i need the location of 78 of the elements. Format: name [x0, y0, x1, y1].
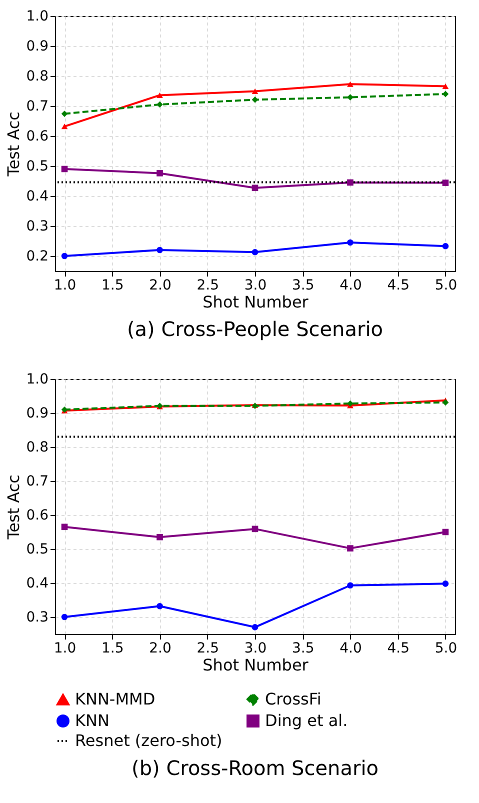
x-tick-label: 3.0 [244, 640, 267, 656]
y-tick-label: 0.7 [26, 474, 48, 490]
legend-label: CrossFi [265, 689, 322, 708]
x-tick-label: 4.5 [387, 640, 410, 656]
point [252, 526, 258, 532]
point [61, 524, 68, 530]
y-tick-label: 0.8 [26, 68, 48, 84]
point [156, 92, 163, 98]
legend-label: Resnet (zero-shot) [75, 731, 222, 750]
point [61, 124, 68, 130]
x-tick-label: 3.5 [292, 278, 314, 294]
point [156, 246, 163, 254]
point [61, 166, 68, 172]
point [442, 180, 449, 186]
y-tick-label: 1.0 [26, 372, 48, 388]
point [442, 580, 449, 587]
y-tick-label: 0.6 [26, 128, 49, 144]
point [347, 582, 354, 589]
x-tick-label: 2.5 [196, 640, 220, 656]
point [252, 96, 258, 103]
point [252, 88, 258, 94]
point [156, 101, 163, 108]
x-tick-label: 5.0 [434, 640, 458, 656]
point [442, 83, 449, 89]
y-axis-title: Test Acc [4, 474, 24, 540]
point [156, 534, 163, 540]
text: (b) Cross-Room Scenario [132, 756, 378, 780]
y-tick-label: 0.6 [26, 508, 49, 524]
x-tick-label: 5.0 [434, 278, 458, 294]
legend-label: KNN-MMD [75, 690, 156, 709]
x-tick-label: 2.0 [149, 278, 172, 294]
x-tick-label: 4.0 [340, 640, 362, 656]
x-tick-label: 4.5 [387, 278, 410, 294]
y-axis-title: Test Acc [4, 112, 24, 178]
point [347, 545, 354, 552]
y-tick-label: 0.9 [26, 406, 48, 422]
point [252, 184, 258, 192]
y-tick-label: 0.5 [26, 158, 48, 174]
x-tick-label: 1.5 [102, 278, 124, 294]
text: (a) Cross-People Scenario [126, 317, 384, 341]
point [442, 399, 449, 406]
y-tick-label: 0.4 [26, 188, 49, 204]
point [61, 252, 68, 260]
x-axis-title: Shot Number [202, 656, 309, 674]
point [61, 614, 68, 620]
point [347, 81, 354, 87]
x-tick-label: 1.5 [102, 640, 124, 656]
x-tick-label: 2.5 [196, 278, 220, 294]
point [442, 90, 449, 98]
y-tick-label: 0.9 [26, 38, 48, 54]
point [442, 242, 449, 250]
x-tick-label: 1.0 [54, 278, 76, 294]
point [347, 179, 354, 186]
x-tick-label: 3.0 [244, 278, 267, 294]
y-tick-label: 1.0 [26, 8, 48, 24]
y-tick-label: 0.2 [26, 248, 48, 264]
point [156, 602, 163, 610]
point [347, 239, 354, 246]
y-tick-label: 0.7 [26, 98, 48, 114]
x-tick-label: 1.0 [54, 640, 76, 656]
y-tick-label: 0.3 [26, 218, 48, 234]
point [347, 400, 354, 407]
point [252, 248, 258, 256]
legend-label: KNN [75, 711, 110, 730]
x-tick-label: 2.0 [149, 640, 172, 656]
point [61, 110, 68, 117]
legend-label: Ding et al. [265, 711, 348, 730]
x-tick-label: 3.5 [292, 640, 314, 656]
point [156, 170, 163, 176]
x-axis-title: Shot Number [202, 292, 309, 312]
x-tick-label: 4.0 [340, 278, 362, 294]
y-tick-label: 0.3 [26, 610, 48, 626]
point [252, 624, 258, 630]
y-tick-label: 0.4 [26, 576, 49, 592]
point [442, 528, 449, 536]
y-tick-label: 0.5 [26, 542, 48, 558]
point [347, 94, 354, 100]
y-tick-label: 0.8 [26, 440, 48, 456]
